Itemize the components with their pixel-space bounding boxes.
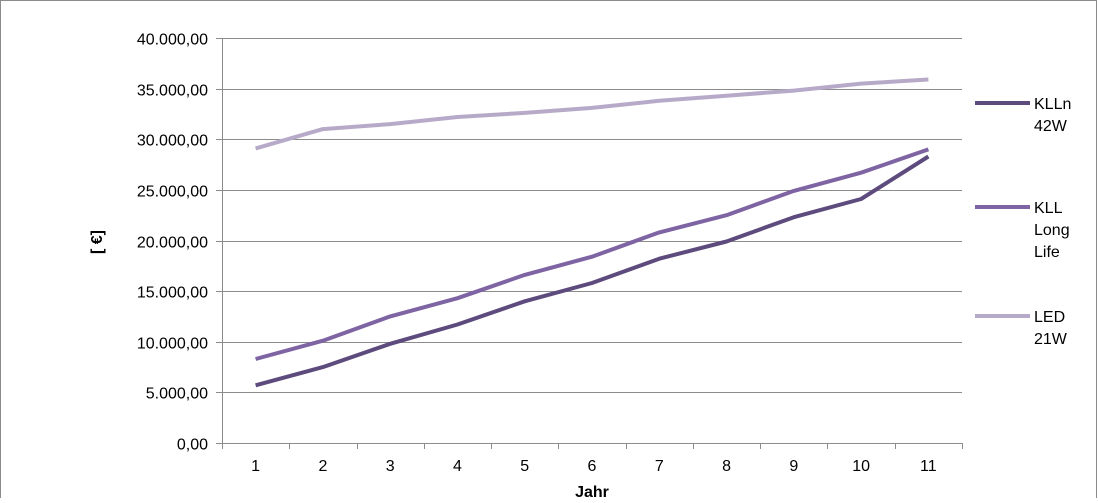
x-tick-label: 11 [920,458,937,475]
legend: KLLn 42W KLL Long Life LED 21W [975,96,1071,348]
gridlines [222,38,962,393]
axes: 0,00 5.000,00 10.000,00 15.000,00 20.000,00 2… [137,32,963,475]
x-axis-title: Jahr [575,484,609,498]
legend-label: Life [1034,244,1060,261]
y-tick-label: 10.000,00 [137,336,208,353]
y-tick-label: 20.000,00 [137,235,208,252]
y-tick-label: 15.000,00 [137,285,208,302]
x-tick-label: 5 [520,458,529,475]
x-tick-label: 8 [722,458,731,475]
legend-label: LED [1034,309,1065,326]
legend-label: 21W [1034,331,1068,348]
x-tick-label: 10 [852,458,870,475]
legend-label: 42W [1034,118,1068,135]
y-tick-label: 40.000,00 [137,32,208,49]
x-tick-label: 9 [789,458,798,475]
y-tick-label: 0,00 [177,437,208,454]
y-tick-label: 25.000,00 [137,184,208,201]
x-tick-label: 7 [655,458,664,475]
series-line [255,147,930,361]
x-tick-label: 6 [588,458,597,475]
legend-label: KLLn [1034,96,1071,113]
y-tick-label: 30.000,00 [137,133,208,150]
x-tick-label: 4 [453,458,462,475]
y-tick-label: 35.000,00 [137,83,208,100]
y-axis-title: [ €] [89,230,106,254]
x-tick-label: 2 [318,458,327,475]
x-tick-label: 3 [386,458,395,475]
series-line [255,154,930,388]
x-tick-label: 1 [251,458,260,475]
y-tick-label: 5.000,00 [146,386,208,403]
legend-label: KLL [1034,200,1063,217]
series-line [255,77,929,151]
legend-label: Long [1034,222,1070,239]
series-lines [255,77,930,388]
